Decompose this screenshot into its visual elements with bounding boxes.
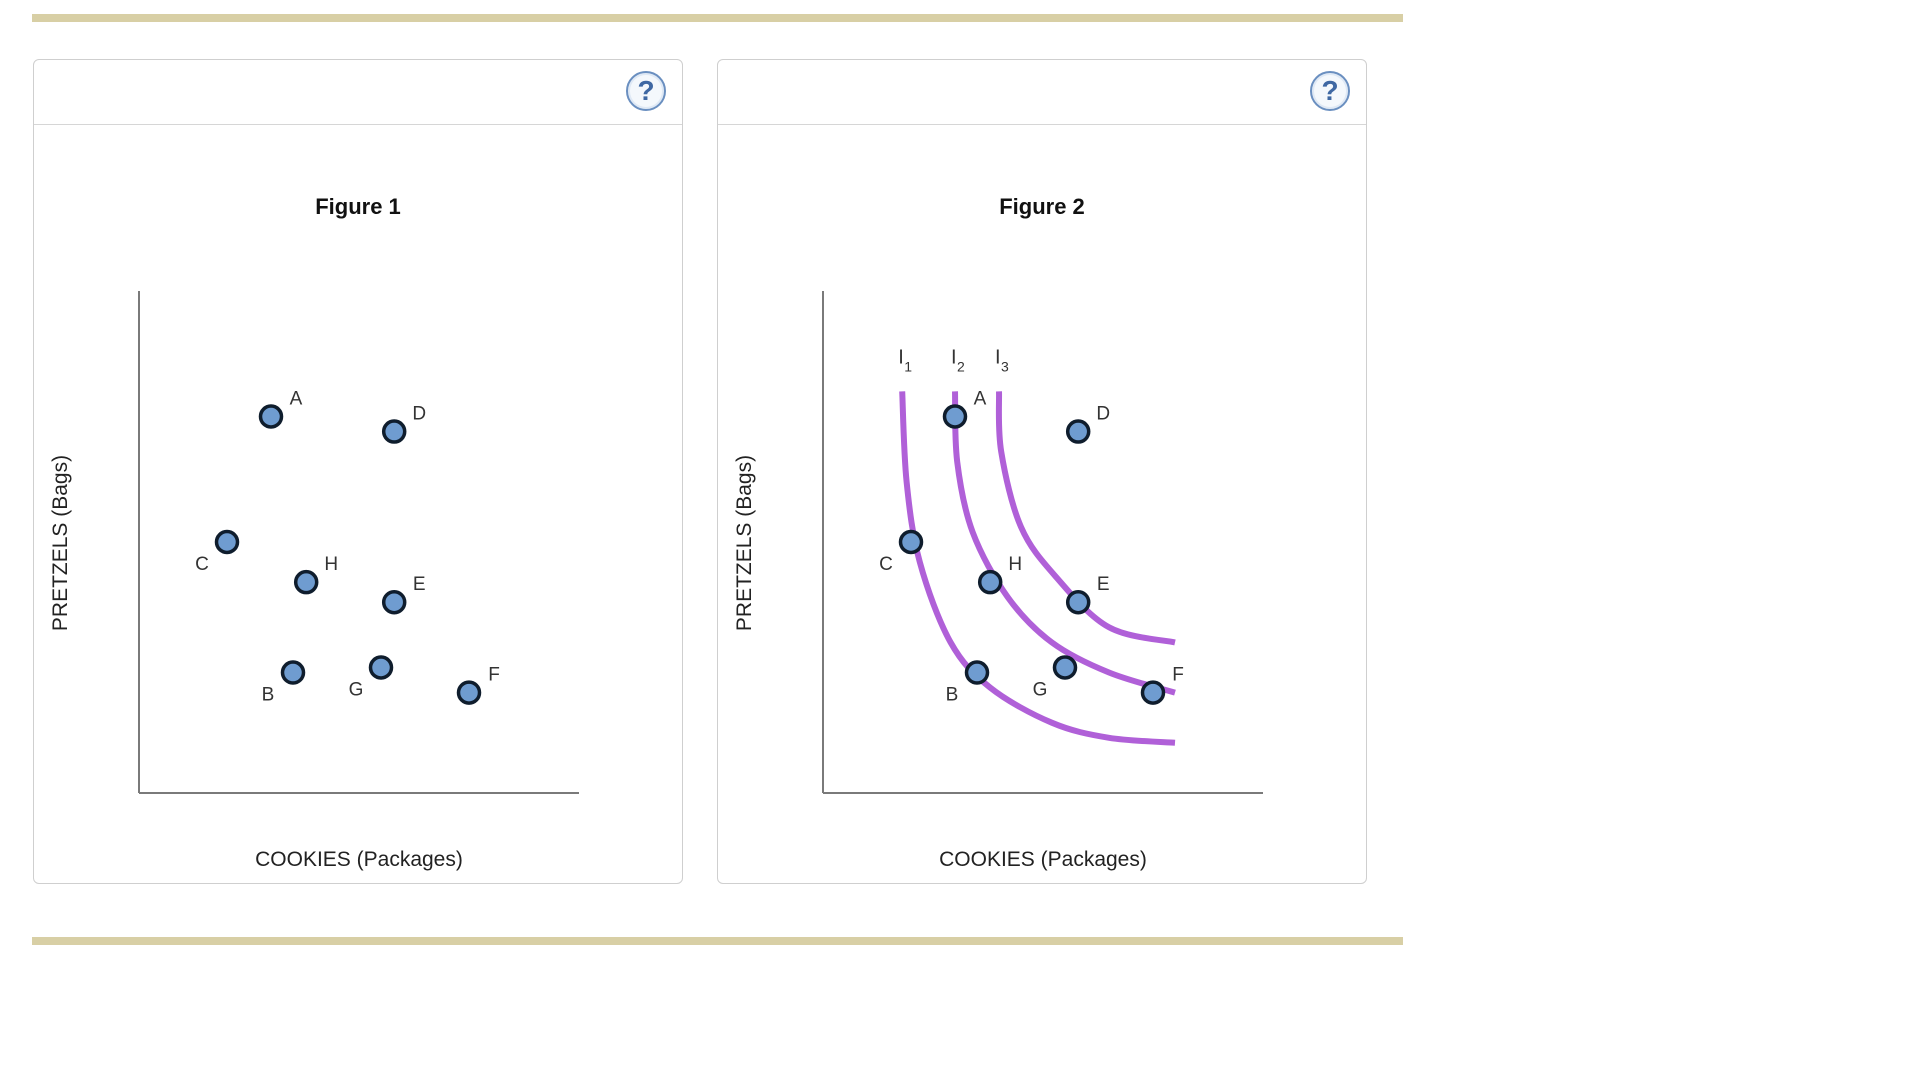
bottom-divider <box>32 937 1403 945</box>
figure-1-axes <box>138 291 579 794</box>
question-mark-icon: ? <box>1321 75 1339 106</box>
figure-2-help-button[interactable]: ? <box>1310 71 1350 111</box>
figure-1-y-axis-label: PRETZELS (Bags) <box>49 455 72 631</box>
indifference-curve-subscript: 3 <box>1001 358 1009 374</box>
point-F <box>1140 680 1166 705</box>
point-A <box>942 404 968 429</box>
point-E <box>1065 589 1091 615</box>
point-A <box>258 404 284 429</box>
point-label-C: C <box>879 554 893 575</box>
point-label-F: F <box>488 665 500 686</box>
figure-2-panel: ? Figure 2 COOKIES (Packages) PRETZELS (… <box>717 59 1367 884</box>
figure-2-x-axis-label: COOKIES (Packages) <box>939 848 1147 871</box>
point-label-A: A <box>974 389 987 410</box>
indifference-curve-subscript: 2 <box>957 358 965 374</box>
point-label-H: H <box>1008 554 1022 575</box>
indifference-curve-label: I <box>898 346 904 368</box>
point-G <box>368 655 394 680</box>
point-G <box>1052 655 1078 680</box>
indifference-curve-label: I <box>995 346 1001 368</box>
point-label-A: A <box>290 389 303 410</box>
point-F <box>456 680 482 705</box>
figure-1-x-axis-label: COOKIES (Packages) <box>255 848 463 871</box>
point-C <box>214 529 240 555</box>
figure-2-title: Figure 2 <box>999 194 1085 219</box>
point-label-D: D <box>1096 404 1110 425</box>
top-divider <box>32 14 1403 22</box>
point-E <box>381 589 407 615</box>
point-label-C: C <box>195 554 209 575</box>
indifference-curve-label: I <box>951 346 957 368</box>
figure-2-y-axis-label: PRETZELS (Bags) <box>733 455 756 631</box>
point-label-B: B <box>946 685 959 706</box>
figure-1-panel: ? Figure 1 COOKIES (Packages) PRETZELS (… <box>33 59 683 884</box>
point-H <box>977 569 1003 595</box>
point-label-F: F <box>1172 665 1184 686</box>
figure-2-axes <box>822 291 1263 794</box>
point-B <box>964 660 990 685</box>
point-label-G: G <box>349 680 364 701</box>
indifference-curve-I3 <box>995 391 1176 646</box>
point-label-E: E <box>1097 574 1110 595</box>
point-label-G: G <box>1033 680 1048 701</box>
point-C <box>898 529 924 555</box>
point-label-E: E <box>413 574 426 595</box>
figure-1-header: ? <box>34 60 682 125</box>
indifference-curve-subscript: 1 <box>904 358 912 374</box>
point-D <box>1065 419 1091 444</box>
figure-2-header: ? <box>718 60 1366 125</box>
point-B <box>280 660 306 685</box>
point-D <box>381 419 407 444</box>
figure-1-title: Figure 1 <box>315 194 401 219</box>
figure-1-help-button[interactable]: ? <box>626 71 666 111</box>
point-H <box>293 569 319 595</box>
indifference-curve-I1 <box>899 391 1176 746</box>
point-label-D: D <box>412 404 426 425</box>
indifference-curve-I2 <box>952 391 1176 696</box>
point-label-B: B <box>262 685 275 706</box>
question-mark-icon: ? <box>637 75 655 106</box>
figure-1-chart: COOKIES (Packages) PRETZELS (Bags) A D C H E… <box>49 291 579 871</box>
point-label-H: H <box>324 554 338 575</box>
